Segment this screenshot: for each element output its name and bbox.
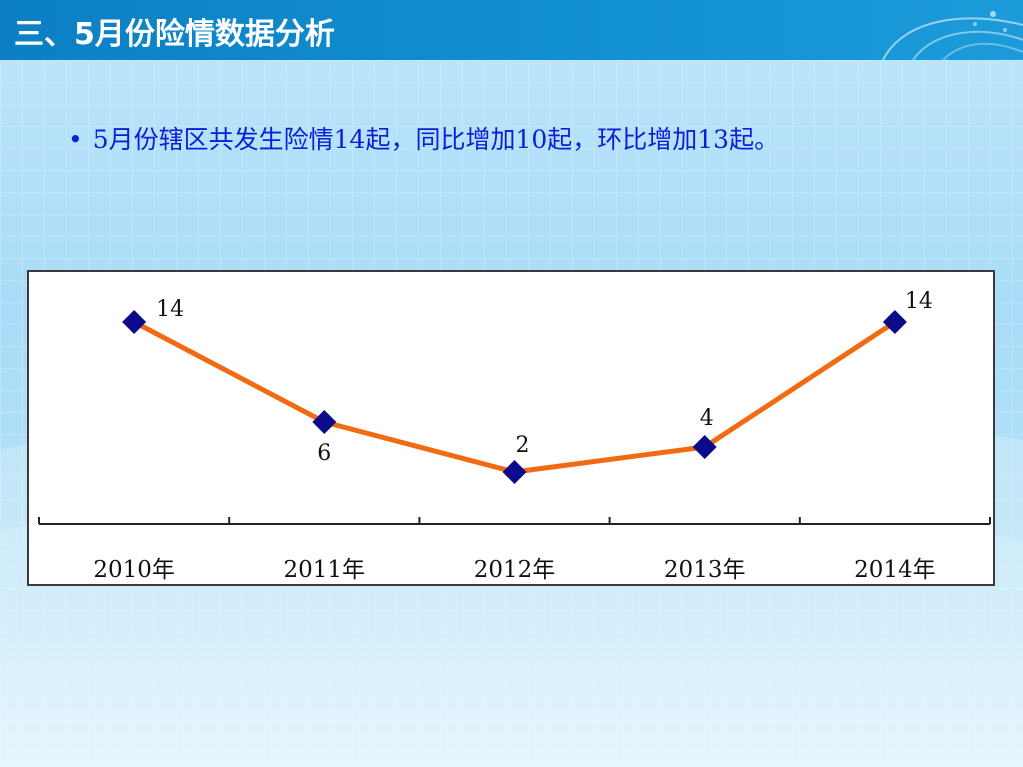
- data-label: 14: [905, 289, 933, 314]
- swirl-decoration-icon: [882, 11, 1023, 60]
- data-point-marker: [122, 310, 147, 334]
- summary-text: 5月份辖区共发生险情14起，同比增加10起，环比增加13起。: [92, 125, 780, 154]
- summary-bullet: • 5月份辖区共发生险情14起，同比增加10起，环比增加13起。: [68, 120, 779, 156]
- data-point-marker: [312, 410, 337, 434]
- line-chart: 2010年 2011年 2012年 2013年 2014年 14 6 2 4 14: [27, 270, 995, 586]
- page-title: 三、5月份险情数据分析: [14, 17, 335, 52]
- data-label: 2: [516, 433, 530, 458]
- x-tick-label: 2013年: [664, 557, 746, 583]
- data-label: 14: [156, 297, 184, 322]
- data-label: 4: [700, 406, 714, 431]
- x-tick-label: 2012年: [474, 557, 556, 583]
- x-tick-label: 2010年: [93, 557, 175, 583]
- data-point-marker: [692, 435, 717, 459]
- line-chart-canvas: 2010年 2011年 2012年 2013年 2014年 14 6 2 4 14: [38, 289, 991, 583]
- data-point-marker: [502, 460, 527, 484]
- title-bar: 三、5月份险情数据分析: [0, 0, 1023, 60]
- x-tick-label: 2011年: [284, 557, 366, 583]
- data-point-marker: [882, 310, 907, 334]
- data-label: 6: [317, 441, 331, 466]
- x-tick-label: 2014年: [854, 557, 936, 583]
- bullet-marker: •: [68, 125, 83, 154]
- series-line: [132, 319, 897, 475]
